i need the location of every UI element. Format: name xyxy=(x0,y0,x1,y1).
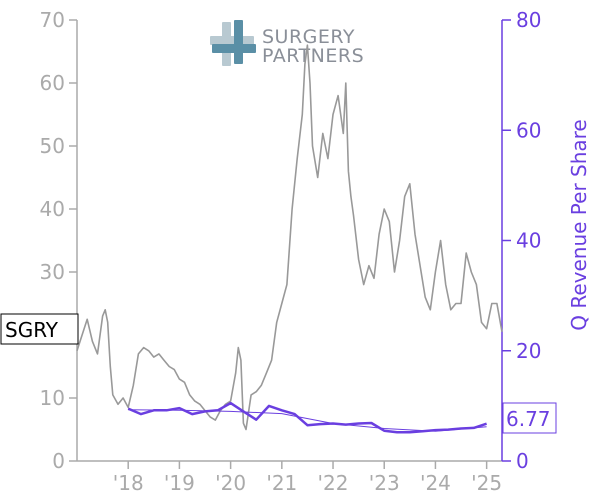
last-value-text: 6.77 xyxy=(506,407,551,431)
logo-text-line2: PARTNERS xyxy=(262,45,364,67)
x-tick-label: '22 xyxy=(318,471,349,495)
left-tick-label: 50 xyxy=(40,134,65,158)
x-tick-label: '19 xyxy=(164,471,195,495)
right-tick-label: 40 xyxy=(516,229,541,253)
revenue-line xyxy=(128,403,486,432)
x-axis-ticks: '18 '19 '20 '21 '22 '23 '24 '25 xyxy=(113,461,502,495)
right-axis-label: Q Revenue Per Share xyxy=(567,119,591,331)
left-tick-label: 40 xyxy=(40,197,65,221)
right-tick-label: 60 xyxy=(516,118,541,142)
right-tick-label: 0 xyxy=(516,449,529,473)
left-tick-label: 30 xyxy=(40,260,65,284)
series-layer xyxy=(77,45,502,432)
x-tick-label: '21 xyxy=(266,471,297,495)
last-value-label: 6.77 xyxy=(503,403,556,433)
left-tick-label: 10 xyxy=(40,386,65,410)
ticker-text: SGRY xyxy=(5,318,59,342)
left-tick-label: 60 xyxy=(40,71,65,95)
left-tick-label: 0 xyxy=(52,449,65,473)
x-tick-label: '18 xyxy=(113,471,144,495)
logo-cross-icon xyxy=(210,20,256,66)
left-tick-label: 70 xyxy=(40,8,65,32)
right-tick-label: 80 xyxy=(516,8,541,32)
x-tick-label: '25 xyxy=(471,471,502,495)
right-tick-label: 20 xyxy=(516,339,541,363)
logo: SURGERY PARTNERS xyxy=(210,20,364,67)
x-tick-label: '20 xyxy=(215,471,246,495)
x-tick-label: '24 xyxy=(420,471,451,495)
price-line xyxy=(77,45,502,429)
x-tick-label: '23 xyxy=(369,471,400,495)
left-axis-ticks: 010203040506070 xyxy=(40,8,77,473)
ticker-label: SGRY xyxy=(1,314,78,344)
revenue-trend-line xyxy=(128,410,486,432)
